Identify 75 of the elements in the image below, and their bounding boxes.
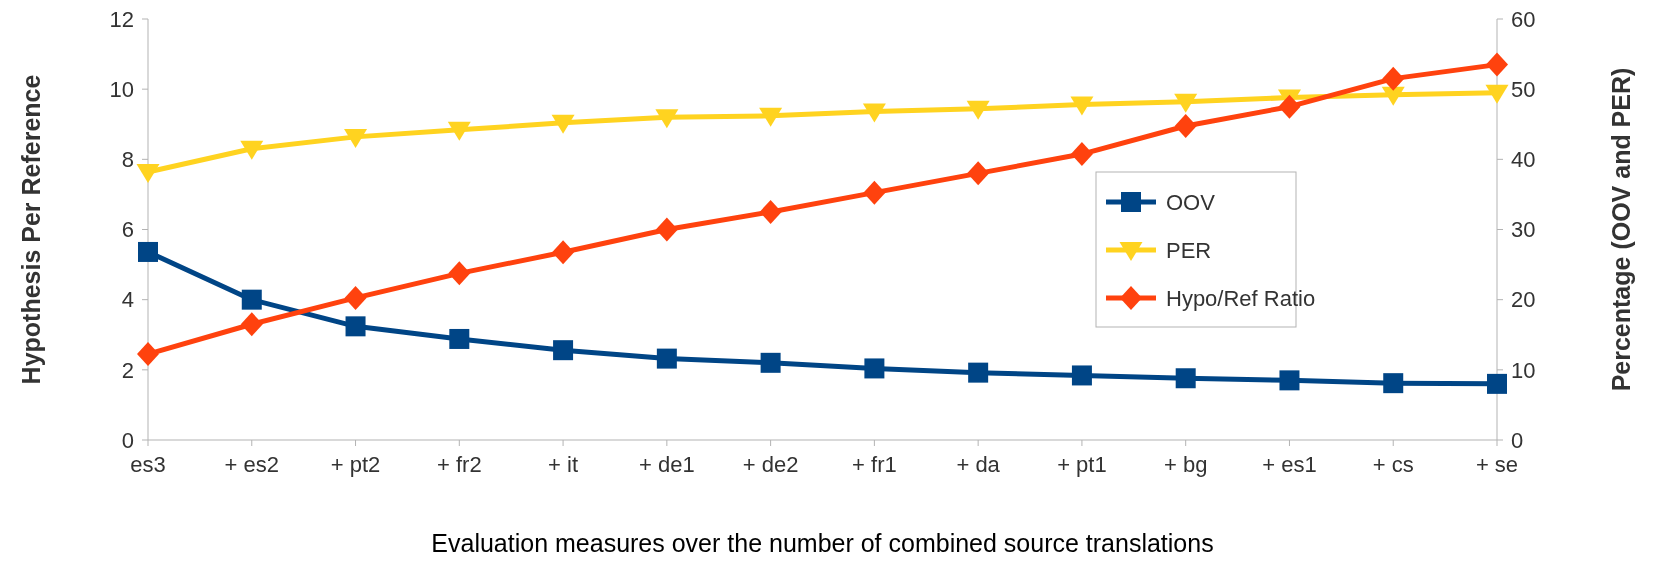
point bbox=[1071, 365, 1092, 386]
point bbox=[967, 161, 990, 186]
x-tick-label: es3 bbox=[130, 452, 166, 477]
point bbox=[552, 240, 575, 265]
point bbox=[345, 316, 366, 337]
x-tick-label: + pt1 bbox=[1057, 452, 1107, 477]
point bbox=[136, 163, 160, 183]
legend-label: PER bbox=[1166, 237, 1212, 263]
point bbox=[863, 180, 886, 205]
point bbox=[1174, 93, 1198, 113]
point bbox=[240, 140, 264, 160]
y2-tick-label: 0 bbox=[1511, 427, 1524, 453]
x-tick-label: + da bbox=[956, 452, 1001, 477]
point bbox=[553, 340, 574, 361]
point bbox=[1381, 86, 1405, 106]
point bbox=[968, 362, 989, 383]
point bbox=[864, 358, 885, 379]
point bbox=[760, 352, 781, 373]
x-tick-label: + pt2 bbox=[330, 452, 381, 477]
point bbox=[448, 261, 471, 286]
x-tick-label: + es1 bbox=[1262, 452, 1317, 477]
point bbox=[447, 121, 471, 141]
point bbox=[551, 114, 575, 134]
y2-tick-label: 50 bbox=[1511, 76, 1536, 102]
x-tick-label: + fr2 bbox=[436, 452, 482, 477]
x-tick-label: + bg bbox=[1163, 452, 1208, 477]
y-axis-title: Hypothesis Per Reference bbox=[17, 74, 45, 385]
y-tick-label: 2 bbox=[121, 357, 134, 383]
point bbox=[759, 107, 783, 127]
point bbox=[344, 128, 368, 148]
legend-label: OOV bbox=[1166, 189, 1216, 215]
y2-tick-label: 40 bbox=[1511, 147, 1536, 173]
point bbox=[449, 328, 470, 349]
legend-label: Hypo/Ref Ratio bbox=[1166, 285, 1316, 311]
x-tick-label: + it bbox=[548, 452, 579, 477]
point bbox=[1487, 373, 1507, 394]
y-tick-label: 10 bbox=[109, 76, 134, 102]
point bbox=[240, 312, 263, 337]
x-tick-label: + de1 bbox=[639, 452, 695, 477]
y-tick-label: 8 bbox=[121, 147, 134, 173]
x-tick-label: + es2 bbox=[224, 452, 279, 477]
y-tick-label: 12 bbox=[109, 6, 134, 32]
point bbox=[656, 348, 677, 369]
point bbox=[241, 289, 262, 310]
point bbox=[1175, 368, 1196, 389]
point bbox=[344, 285, 367, 310]
y-tick-label: 4 bbox=[121, 287, 134, 313]
point bbox=[862, 103, 886, 123]
point bbox=[138, 241, 158, 262]
point bbox=[137, 342, 159, 367]
point bbox=[1382, 66, 1405, 91]
y2-tick-label: 60 bbox=[1511, 6, 1536, 32]
x-tick-label: + se bbox=[1475, 452, 1519, 477]
point bbox=[1279, 370, 1300, 391]
point bbox=[1383, 373, 1404, 394]
x-tick-label: + fr1 bbox=[852, 452, 897, 477]
point bbox=[1070, 96, 1094, 116]
point bbox=[966, 100, 990, 120]
x-tick-label: + cs bbox=[1372, 452, 1414, 477]
point bbox=[1486, 52, 1508, 77]
y2-tick-label: 10 bbox=[1511, 357, 1536, 383]
y2-tick-label: 20 bbox=[1511, 287, 1536, 313]
y2-axis-title: Percentage (OOV and PER) bbox=[1607, 67, 1635, 392]
y-tick-label: 6 bbox=[121, 217, 134, 243]
x-axis-title: Evaluation measures over the number of combined source translations bbox=[431, 529, 1214, 557]
point bbox=[1278, 94, 1301, 119]
y2-tick-label: 30 bbox=[1511, 217, 1536, 243]
y-tick-label: 0 bbox=[121, 427, 134, 453]
x-tick-label: + de2 bbox=[742, 452, 799, 477]
point bbox=[759, 199, 782, 224]
point bbox=[1485, 84, 1509, 104]
point bbox=[1070, 142, 1093, 167]
point bbox=[1174, 114, 1197, 138]
point bbox=[655, 109, 679, 129]
point bbox=[655, 217, 678, 242]
